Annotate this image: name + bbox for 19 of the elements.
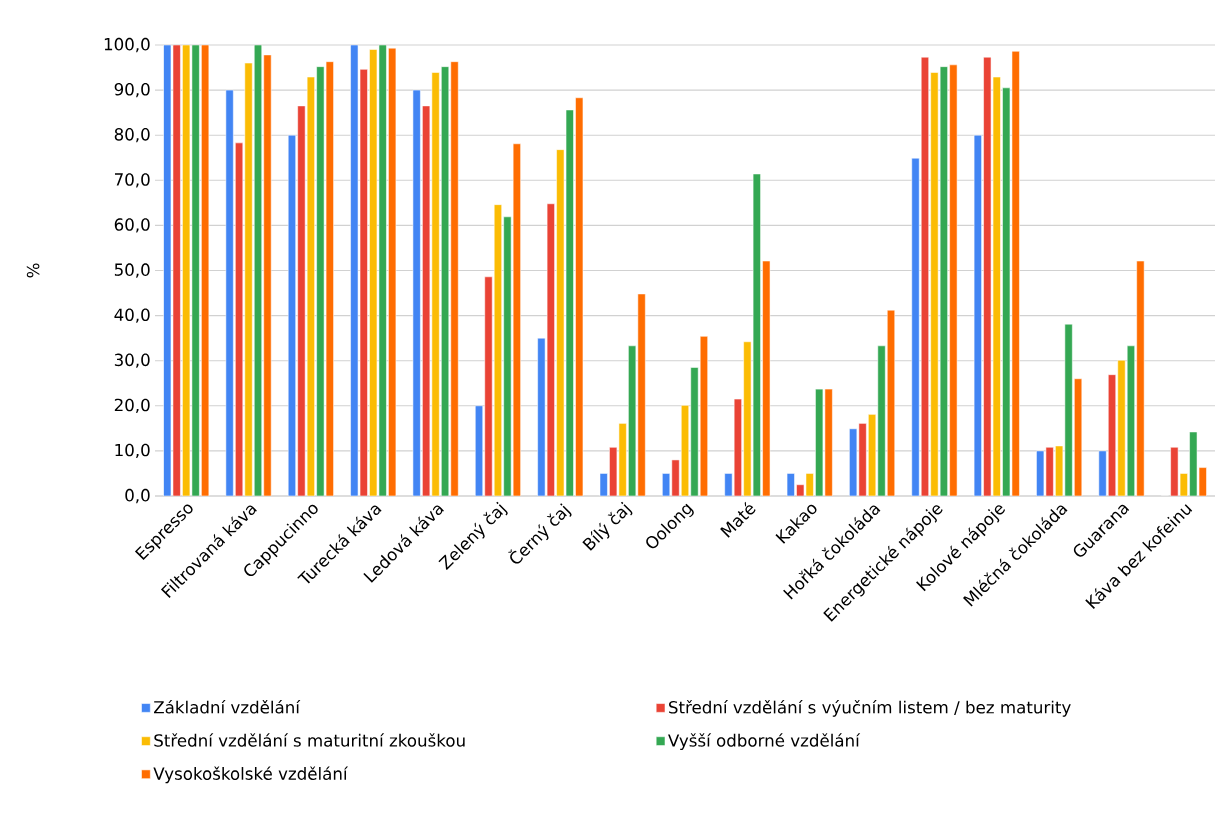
y-tick-label: 20,0 [114, 398, 150, 413]
y-axis-title: % [26, 263, 40, 278]
y-tick-label: 0,0 [125, 488, 150, 504]
y-tick-label: 100,0 [104, 37, 150, 53]
y-tick-label: 90,0 [114, 82, 150, 98]
legend-label: Střední vzdělání s výučním listem / bez maturity [669, 700, 1071, 717]
legend-label: Střední vzdělání s maturitní zkouškou [154, 733, 465, 747]
y-tick-label: 60,0 [114, 218, 150, 233]
y-tick-label: 40,0 [114, 308, 150, 323]
y-tick-label: 70,0 [114, 173, 150, 188]
legend-label: Vysokoškolské vzdělání [153, 766, 349, 784]
y-tick-label: 10,0 [115, 443, 150, 459]
x-tick-label: Bílý čaj [582, 501, 633, 551]
legend-label: Vyšší odborné vzdělání [668, 733, 861, 751]
bar [911, 157, 920, 496]
y-tick-label: 30,0 [114, 353, 150, 368]
y-tick-label: 50,0 [114, 263, 150, 278]
y-tick-label: 80,0 [114, 128, 150, 143]
legend-label: Základní vzdělání [154, 700, 301, 714]
